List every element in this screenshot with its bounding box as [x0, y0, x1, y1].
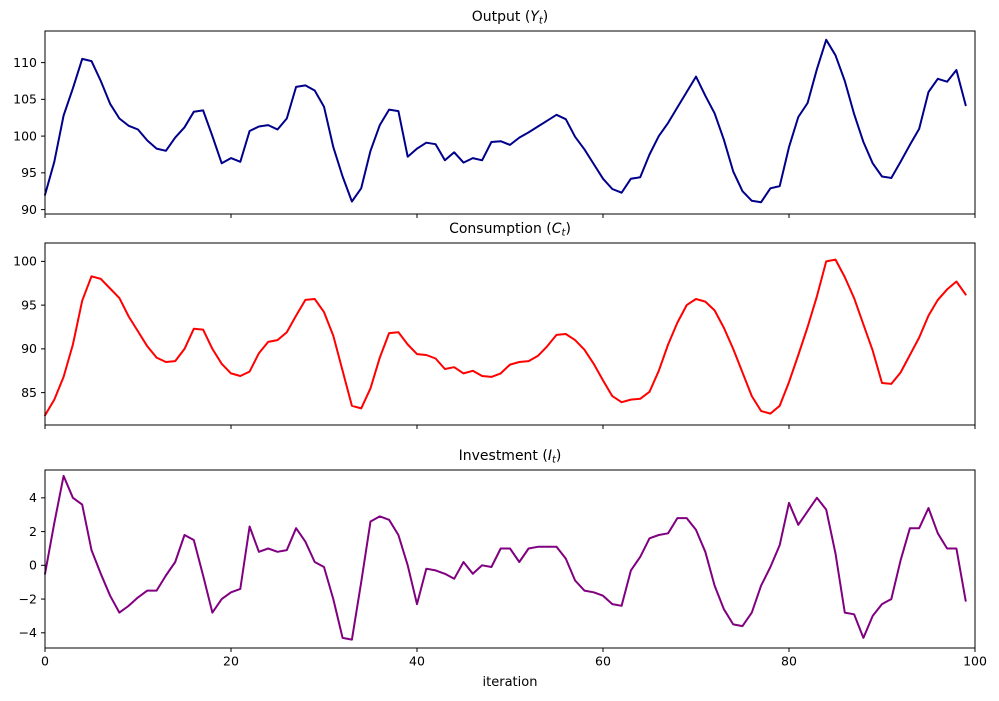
y-tick-label: 100: [13, 128, 37, 143]
investment-line: [44, 474, 967, 641]
x-tick-label: 80: [781, 654, 797, 669]
y-tick-label: 95: [21, 165, 37, 180]
y-tick-label: 85: [21, 385, 37, 400]
axes-frame: [44, 242, 976, 426]
y-tick-label: 90: [21, 202, 37, 217]
output-line: [44, 38, 967, 204]
output-title: Output (Yt): [472, 9, 549, 27]
y-tick-label: −4: [19, 625, 37, 640]
y-tick-label: 105: [13, 92, 37, 107]
y-tick-label: 0: [29, 558, 37, 573]
x-axis-label: iteration: [483, 675, 538, 690]
y-tick-label: 100: [13, 254, 37, 269]
y-tick-label: −2: [19, 591, 37, 606]
x-tick-label: 100: [963, 654, 987, 669]
y-tick-label: 110: [13, 55, 37, 70]
x-tick-label: 40: [409, 654, 425, 669]
axes-frame: [44, 469, 976, 649]
consumption-line: [44, 258, 967, 417]
x-tick-label: 60: [595, 654, 611, 669]
y-tick-label: 90: [21, 341, 37, 356]
output-axes: 90 95 100 105 110 Output (Yt): [13, 9, 976, 218]
investment-title: Investment (It): [459, 448, 562, 466]
x-tick-label: 0: [41, 654, 49, 669]
axes-frame: [44, 30, 976, 215]
consumption-title: Consumption (Ct): [449, 221, 571, 239]
y-tick-label: 4: [29, 490, 37, 505]
consumption-axes: 85 90 95 100 Consumption (Ct): [13, 221, 976, 429]
y-tick-label: 95: [21, 297, 37, 312]
x-tick-label: 20: [223, 654, 239, 669]
y-tick-label: 2: [29, 524, 37, 539]
